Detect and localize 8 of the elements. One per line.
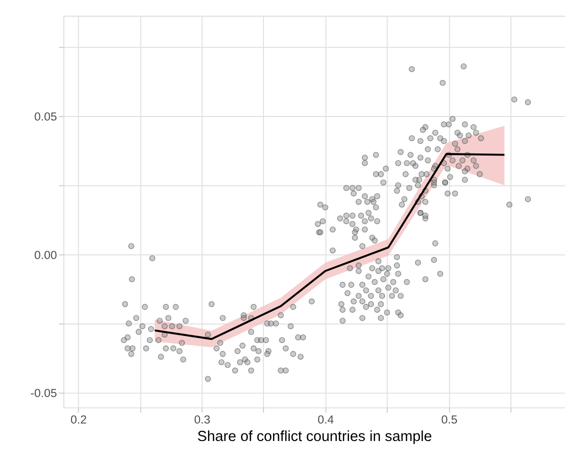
y-tick-label: 0.05 [34, 110, 57, 124]
x-tick-label: 0.5 [441, 413, 458, 426]
x-tick-label: 0.4 [318, 413, 334, 426]
x-tick-label: 0.3 [194, 413, 210, 426]
y-tick-label: -0.05 [30, 387, 57, 400]
x-tick-label: 0.2 [70, 413, 87, 426]
x-axis-title: Share of conflict countries in sample [197, 428, 432, 445]
y-tick-label: 0.00 [34, 248, 58, 262]
